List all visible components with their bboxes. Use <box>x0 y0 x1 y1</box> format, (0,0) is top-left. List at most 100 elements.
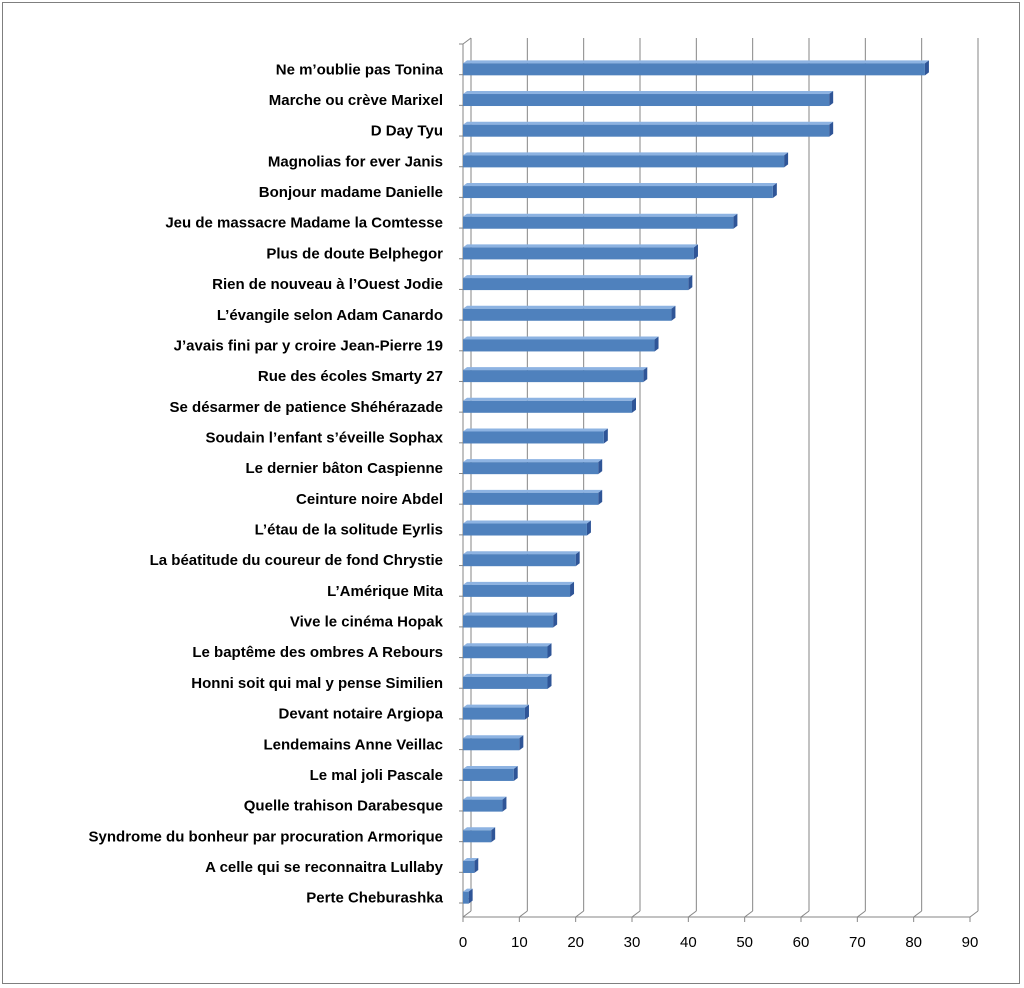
bar-front-face <box>463 155 785 168</box>
x-tick-labels: 0 10 20 30 40 50 60 70 80 90 <box>459 934 979 951</box>
bar-top-face <box>463 367 648 371</box>
category-label: Marche ou crève Marixel <box>269 92 443 109</box>
category-label: Magnolias for ever Janis <box>268 153 443 170</box>
bar-top-face <box>463 888 473 892</box>
bar-top-face <box>463 520 591 524</box>
bar <box>463 183 777 199</box>
x-tick-label: 80 <box>905 934 922 951</box>
floor-gridline-60 <box>800 910 810 918</box>
category-label: Syndrome du bonheur par procuration Armo… <box>89 828 443 845</box>
floor-gridline-90 <box>969 910 979 918</box>
bar-top-face <box>463 428 608 432</box>
bar-front-face <box>463 584 571 597</box>
x-tick-label: 20 <box>567 934 584 951</box>
bar-top-face <box>463 643 552 647</box>
axes <box>459 37 971 922</box>
bar <box>463 520 591 536</box>
bar-front-face <box>463 370 644 383</box>
bar-front-face <box>463 554 576 567</box>
category-label: D Day Tyu <box>371 123 443 140</box>
category-label: Perte Cheburashka <box>306 890 443 907</box>
category-label: Quelle trahison Darabesque <box>244 798 443 815</box>
bar <box>463 673 552 689</box>
floor-gridline-10 <box>519 910 528 918</box>
bar <box>463 91 834 107</box>
y-axis-depth-tick <box>462 37 472 45</box>
category-label: A celle qui se reconnaitra Lullaby <box>205 859 444 876</box>
bar-top-face <box>463 213 738 217</box>
x-tick-label: 40 <box>680 934 697 951</box>
bar-side-face <box>474 857 479 873</box>
bar <box>463 336 659 352</box>
bar-side-face <box>575 551 580 567</box>
bar-top-face <box>463 397 636 401</box>
bar-side-face <box>603 428 608 444</box>
bar-top-face <box>463 735 524 739</box>
bar-top-face <box>463 275 693 279</box>
bar-side-face <box>586 520 591 536</box>
bar <box>463 581 575 597</box>
bar-top-face <box>463 765 518 769</box>
category-label: L’évangile selon Adam Canardo <box>217 307 443 324</box>
category-label: Lendemains Anne Veillac <box>263 736 443 753</box>
category-label: J’avais fini par y croire Jean-Pierre 19 <box>174 337 443 354</box>
bar <box>463 121 834 137</box>
bar-side-face <box>784 152 789 168</box>
category-label: Ne m’oublie pas Tonina <box>276 61 444 78</box>
bar-top-face <box>463 796 507 800</box>
category-label: La béatitude du coureur de fond Chrystie <box>150 552 443 569</box>
bar-front-face <box>463 124 830 137</box>
bar-side-face <box>553 612 558 628</box>
bar-top-face <box>463 152 789 156</box>
category-label: Soudain l’enfant s’éveille Sophax <box>205 429 443 446</box>
bar-side-face <box>643 367 648 383</box>
category-label: L’Amérique Mita <box>327 583 444 600</box>
bar-front-face <box>463 891 469 904</box>
floor-gridline-70 <box>857 910 866 918</box>
bar <box>463 551 580 567</box>
bar-front-face <box>463 492 599 505</box>
bar <box>463 612 558 628</box>
category-label: Se désarmer de patience Shéhérazade <box>170 399 443 416</box>
bar-front-face <box>463 523 587 536</box>
bar-side-face <box>733 213 738 229</box>
bar-front-face <box>463 799 503 812</box>
category-label: Le mal joli Pascale <box>310 767 443 784</box>
bar-top-face <box>463 305 676 309</box>
bar-top-face <box>463 244 698 248</box>
bar-side-face <box>547 643 552 659</box>
bar <box>463 704 529 720</box>
bar-front-face <box>463 738 520 751</box>
bar-side-face <box>468 888 473 904</box>
bar-top-face <box>463 612 558 616</box>
x-tick-label: 50 <box>736 934 753 951</box>
bar <box>463 735 524 751</box>
floor-gridline-50 <box>744 910 753 918</box>
bar-front-face <box>463 247 694 260</box>
bar-top-face <box>463 91 834 95</box>
bar <box>463 397 636 413</box>
bar-top-face <box>463 121 834 125</box>
bar-top-face <box>463 827 496 831</box>
bar <box>463 765 518 781</box>
bar-side-face <box>524 704 529 720</box>
bar <box>463 643 552 659</box>
bar-top-face <box>463 459 603 463</box>
category-label: Honni soit qui mal y pense Similien <box>191 675 443 692</box>
bar-top-face <box>463 704 529 708</box>
floor-gridline-40 <box>688 910 697 918</box>
category-label: Rien de nouveau à l’Ouest Jodie <box>212 276 443 293</box>
bar <box>463 152 789 168</box>
bar-front-face <box>463 278 689 291</box>
x-tick-label: 70 <box>849 934 866 951</box>
bar-front-face <box>463 400 632 413</box>
bar-side-face <box>632 397 636 413</box>
bar-side-face <box>570 581 575 597</box>
category-label: Vive le cinéma Hopak <box>290 614 444 631</box>
bar-top-face <box>463 581 575 585</box>
bar <box>463 827 496 843</box>
bar-side-face <box>829 91 834 107</box>
bar <box>463 213 738 229</box>
bar-side-face <box>924 60 929 76</box>
floor-gridline-0 <box>462 910 472 918</box>
